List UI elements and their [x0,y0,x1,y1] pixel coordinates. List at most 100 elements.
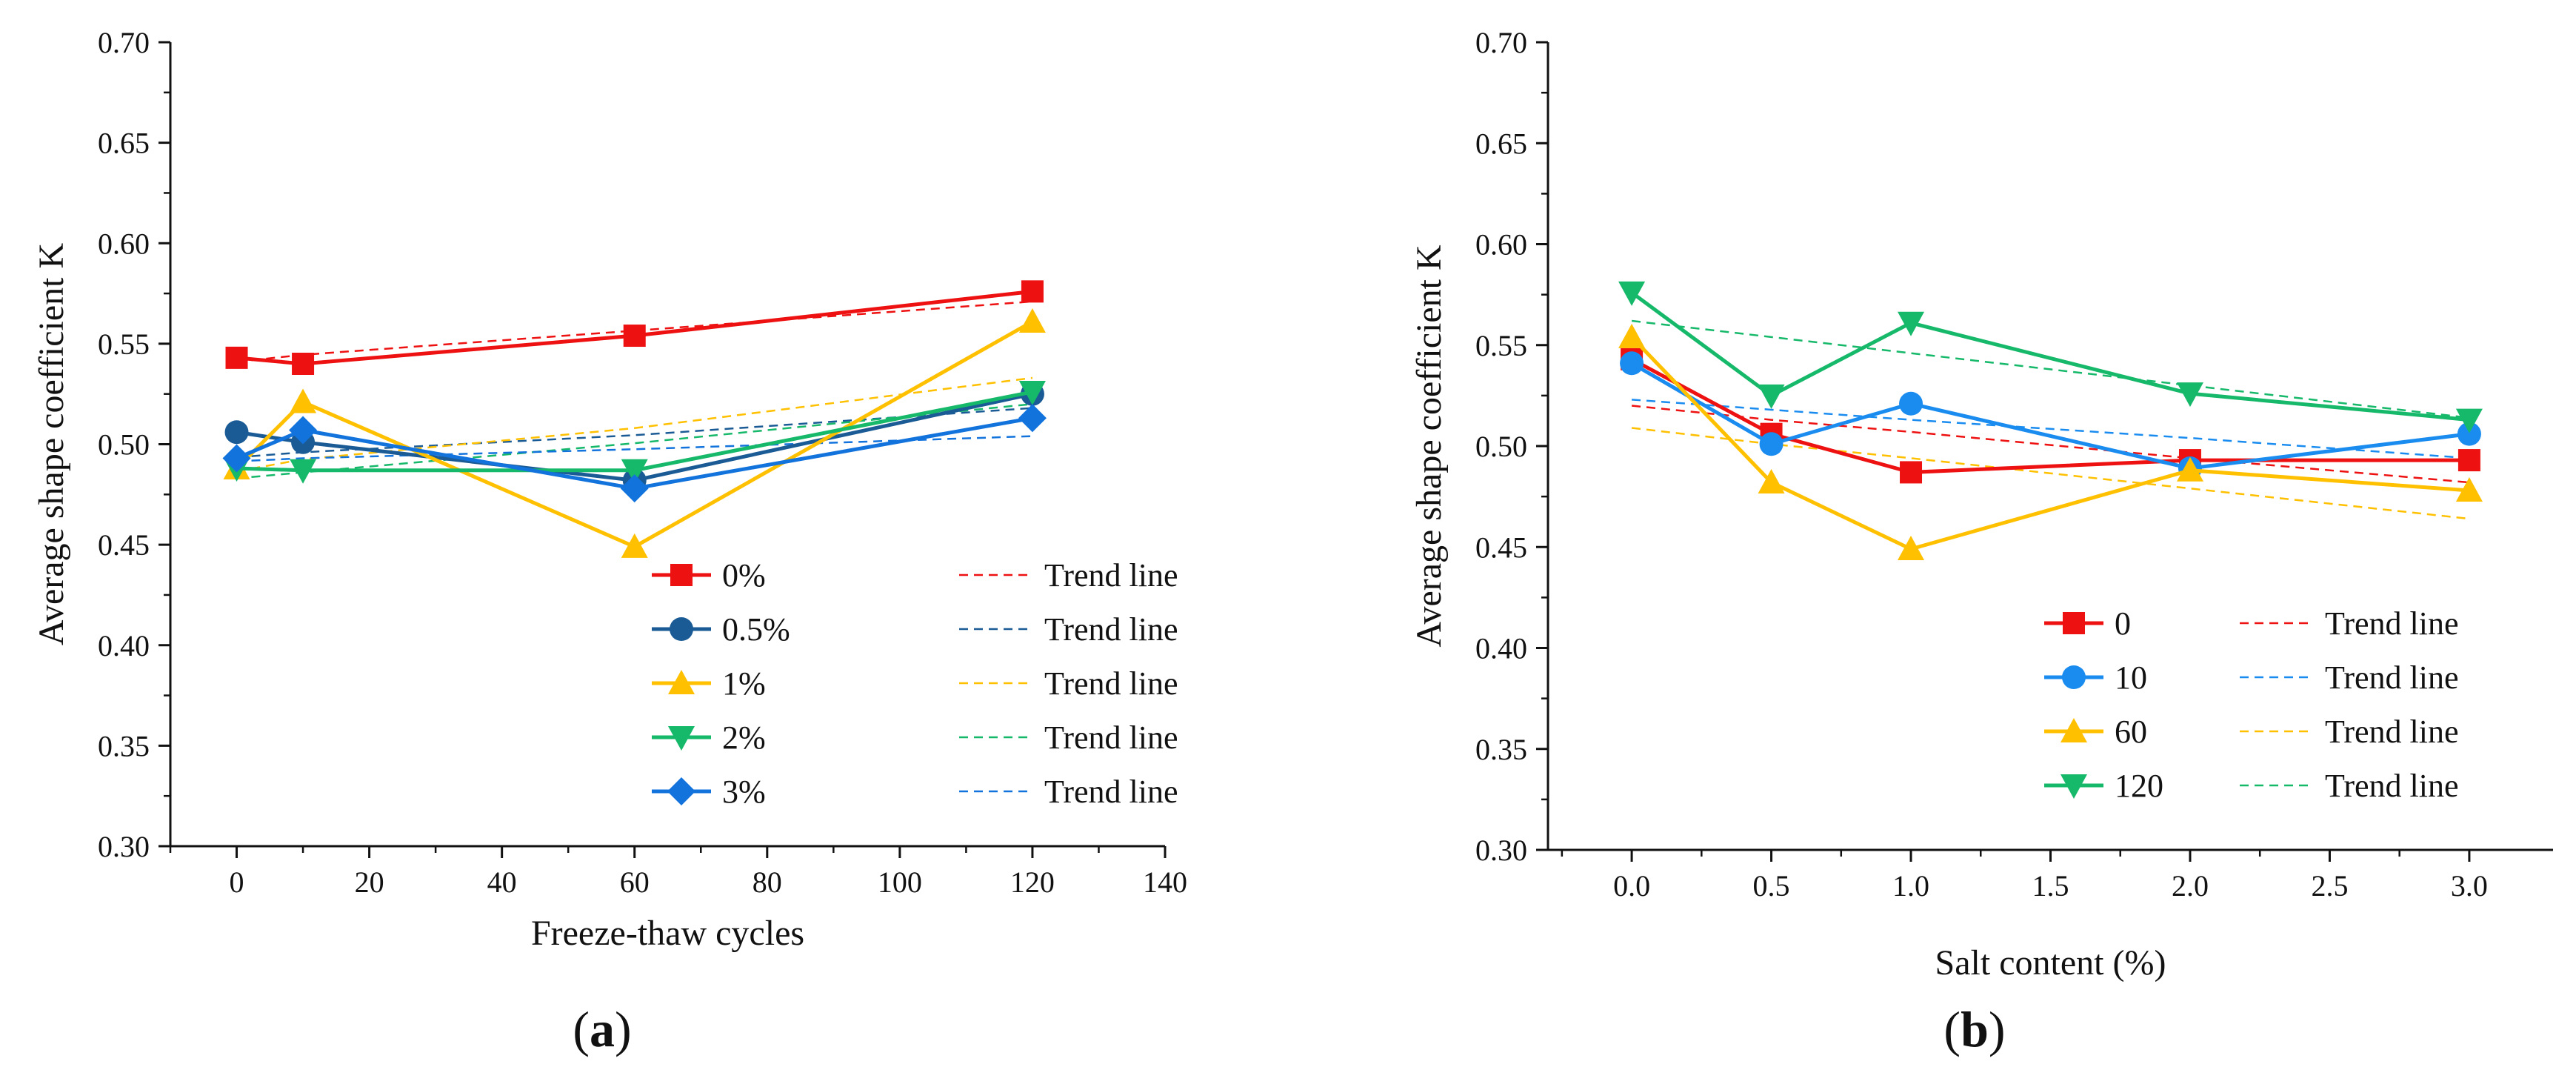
panel-a-x-tick-label: 20 [355,865,384,899]
panel-b-y-tick-label: 0.35 [1475,733,1527,766]
panel-b-y-tick-label: 0.55 [1475,329,1527,362]
panel-b-legend-trend-label-0: Trend line [2325,605,2459,642]
panel-b-series-2-point-0 [1618,323,1646,348]
panel-a-y-tick-label: 0.50 [98,428,150,462]
panel-b-y-tick-label: 0.60 [1475,228,1527,262]
panel-a-series-4-point-3 [1018,404,1047,433]
panel-a-series-line-4 [236,416,1033,491]
panel-b-series-2-point-2 [1898,535,1925,560]
panel-b-x-tick-label: 1.5 [2032,869,2069,902]
panel-a-x-tick-label: 60 [620,865,650,899]
panel-b-trend-line-3 [1631,319,2470,419]
panel-a-y-tick-label: 0.40 [98,629,150,662]
panel-a-series-0-point-1 [292,353,315,375]
panel-a-series-line-2 [235,319,1034,549]
panel-b-legend-trend-label-2: Trend line [2325,714,2459,750]
panel-b-series-1-point-0 [1620,351,1644,376]
panel-a-y-tick-label: 0.60 [98,227,150,260]
panel-b-legend-label-2: 60 [2115,714,2147,750]
panel-b-legend-label-3: 120 [2115,768,2163,804]
panel-a-series-line-3 [236,390,1033,473]
panel-b-series-3-point-2 [1898,311,1925,336]
panel-caption-b-letter: b [1961,1001,1989,1057]
panel-b-x-tick-label: 2.5 [2311,869,2348,902]
panel-b-y-tick-label: 0.70 [1475,26,1527,59]
panel-b-trend-line-2 [1631,427,2470,520]
panel-a-trend-line-2 [236,376,1033,473]
panel-caption-b: (b) [1943,1001,2006,1057]
panel-b-y-axis-title: Average shape coefficient K [1409,245,1449,648]
panel-a-x-tick-label: 40 [487,865,517,899]
panel-a-series-1-point-0 [224,420,249,445]
panel-a-series-0-point-0 [225,346,248,369]
panel-a-trend-line-3 [236,403,1033,479]
panel-a-trend-line-0 [236,300,1033,363]
panel-b-series-3-point-3 [2176,382,2203,408]
panel-a-series-line-0 [236,289,1033,366]
panel-caption-a-letter: a [590,1001,615,1057]
panel-b-series-3-point-4 [2455,408,2483,433]
panel-a-series-3-point-2 [621,459,648,484]
panel-b-series-1-point-4 [2457,422,2481,446]
panel-b-series-line-3 [1630,290,2470,422]
panel-a-legend-trend-label-0: Trend line [1044,557,1178,594]
panel-b-y-tick-label: 0.65 [1475,127,1527,160]
panel-b-legend-marker-0 [2063,612,2085,634]
panel-a-legend-label-4: 3% [722,774,766,810]
panel-a-x-tick-label: 100 [878,865,922,899]
panel-a-series-3-point-3 [1018,380,1046,405]
panel-b-x-tick-label: 0.5 [1753,869,1790,902]
panel-b-series-0-point-2 [1900,461,1923,484]
panel-b-y-tick-label: 0.45 [1475,531,1527,564]
panel-b-series-3-point-0 [1618,281,1646,306]
panel-a-legend-label-2: 1% [722,665,766,702]
panel-a-legend-trend-label-4: Trend line [1044,774,1178,810]
panel-a-series-3-point-1 [290,459,317,484]
panel-a-legend-label-0: 0% [722,557,766,594]
panel-a-series-2-point-3 [1018,308,1046,333]
panel-b-series-2-point-1 [1758,469,1785,494]
panel-b-x-tick-label: 3.0 [2451,869,2488,902]
panel-a-legend-trend-label-3: Trend line [1044,719,1178,756]
panel-a-y-tick-label: 0.30 [98,830,150,863]
panel-b-legend-label-1: 10 [2115,659,2147,696]
panel-a-trend-line-1 [236,407,1033,459]
panel-b-x-axis-title: Salt content (%) [1935,943,2166,983]
panel-b-series-2-point-3 [2176,456,2203,482]
panel-a-legend-marker-3 [668,726,695,751]
panel-b-x-tick-label: 2.0 [2172,869,2209,902]
panel-b-legend-trend-label-3: Trend line [2325,768,2459,804]
panel-a-x-axis-title: Freeze-thaw cycles [531,914,804,953]
panel-b-series-0-point-4 [2457,449,2480,472]
panel-a-legend-trend-label-2: Trend line [1044,665,1178,702]
panel-b-x-tick-label: 1.0 [1892,869,1929,902]
panel-a-x-tick-label: 80 [753,865,782,899]
panel-b-y-tick-label: 0.40 [1475,632,1527,665]
panel-a-legend-marker-4 [667,777,695,805]
panel-a-y-tick-label: 0.65 [98,127,150,160]
panel-a-x-tick-label: 0 [230,865,244,899]
panel-a-legend-label-1: 0.5% [722,611,790,648]
panel-b-legend-trend-label-1: Trend line [2325,659,2459,696]
panel-b-series-line-0 [1630,357,2469,474]
panel-b-legend-marker-1 [2062,665,2086,689]
panel-a-legend-marker-0 [670,564,693,586]
panel-b-series-1-point-1 [1759,432,1783,456]
panel-a-series-4-point-0 [222,444,251,473]
panel-b-series-3-point-1 [1758,384,1785,409]
panel-a-series-0-point-3 [1021,280,1044,303]
panel-a-x-tick-label: 120 [1010,865,1055,899]
panel-a-series-2-point-1 [290,388,317,413]
panel-a-series-4-point-1 [289,416,318,445]
panel-a-series-2-point-2 [621,533,648,558]
panel-b-y-tick-label: 0.50 [1475,430,1527,463]
panel-a-y-tick-label: 0.45 [98,528,150,562]
panel-a-x-tick-label: 140 [1143,865,1187,899]
panel-a-y-axis-title: Average shape coefficient K [32,243,71,646]
panel-a-y-tick-label: 0.35 [98,729,150,762]
panel-b-series-line-1 [1630,362,2470,471]
panel-a-legend-marker-1 [670,617,693,641]
panel-b-trend-line-1 [1631,399,2470,459]
